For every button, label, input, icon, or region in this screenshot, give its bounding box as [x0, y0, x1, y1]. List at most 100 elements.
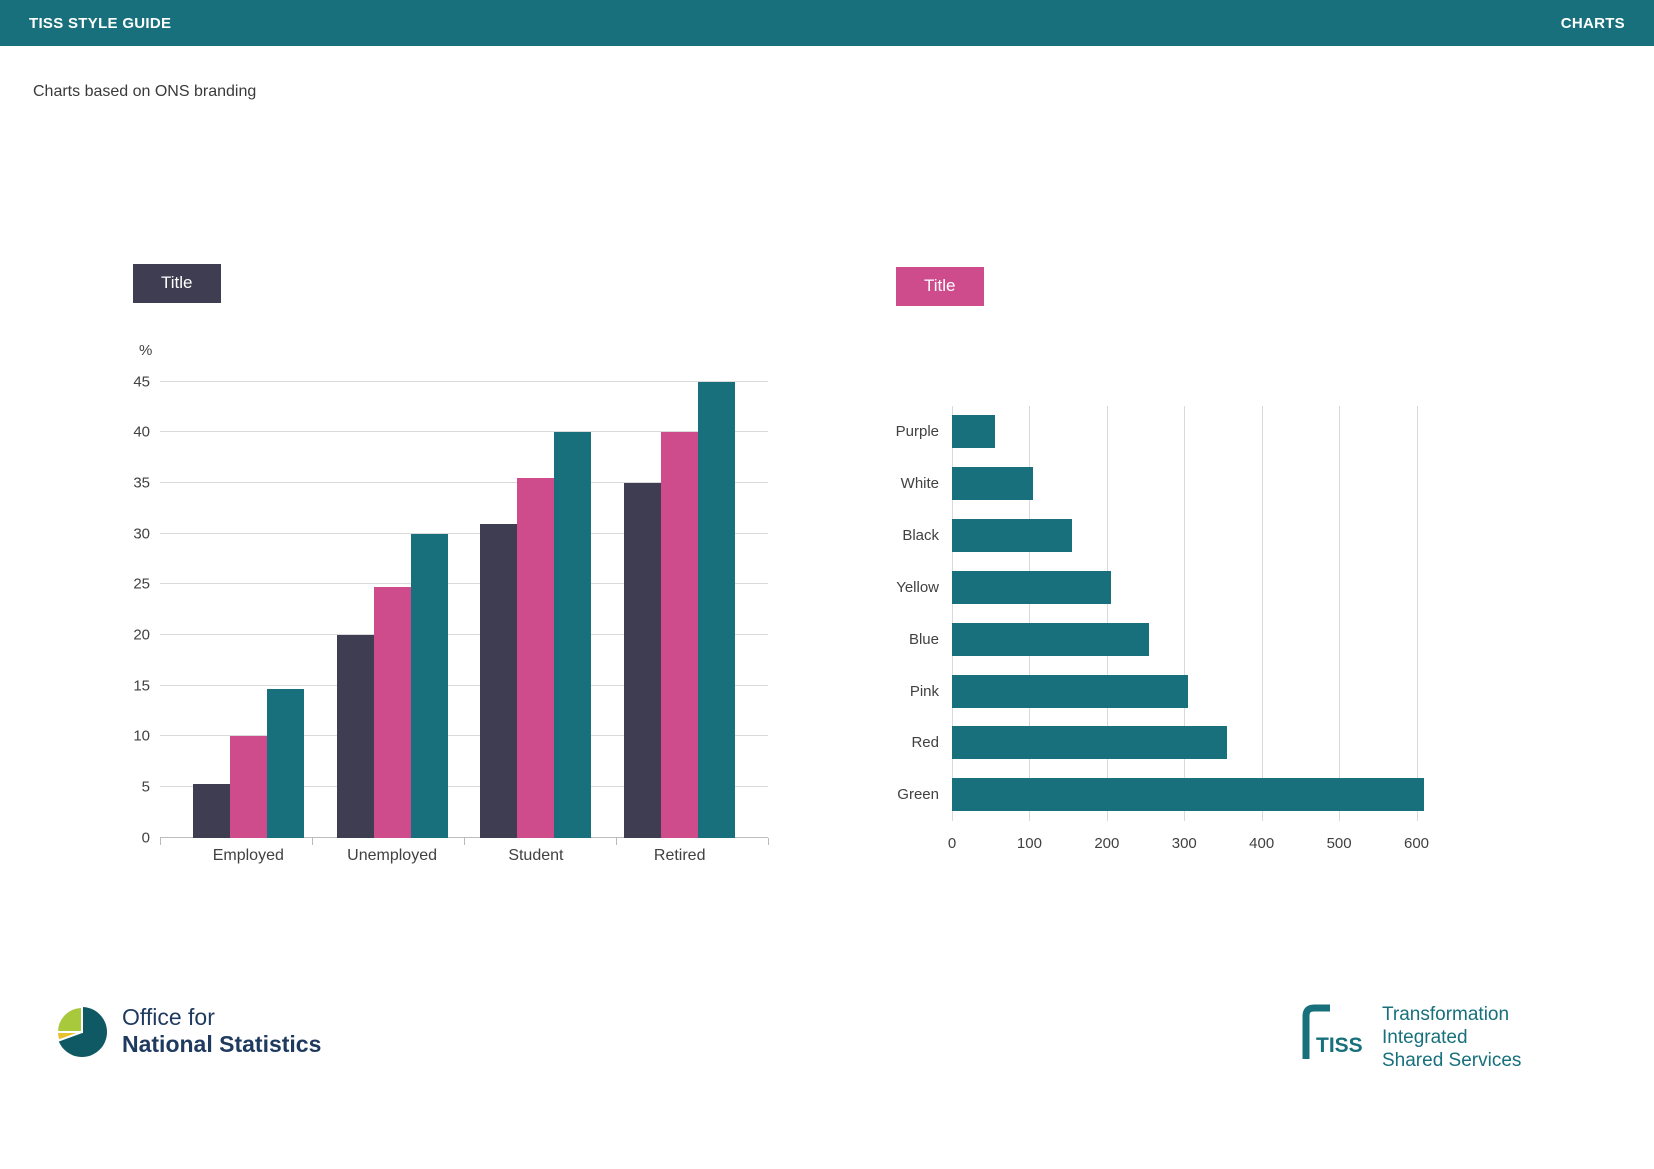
- bar-teal-unemployed: [410, 533, 448, 838]
- x-tick-label: 100: [1016, 834, 1042, 852]
- gridline-x-400: [1261, 405, 1263, 821]
- gridline-x-100: [1029, 405, 1031, 821]
- category-label-unemployed: Unemployed: [347, 846, 437, 864]
- category-label-employed: Employed: [212, 846, 284, 864]
- chart1-plot-area: % 0 5 10 15 20 25 30 35 40 45 Employed Unemployed St…: [133, 342, 769, 864]
- y-tick-label: 35: [133, 474, 150, 492]
- bar-navy-student: [480, 523, 518, 838]
- bar-pink-student: [517, 477, 555, 838]
- tiss-logo: TISS Transformation Integrated Shared Se…: [1297, 999, 1521, 1073]
- bar-pink: [952, 674, 1189, 708]
- category-labels: Employed Unemployed Student Retired: [160, 847, 768, 865]
- gridline-y-30: 30: [133, 525, 768, 542]
- bar-group-retired: [624, 381, 736, 838]
- x-tick-label: 0: [947, 834, 957, 852]
- ons-logo: Office for National Statistics: [55, 1003, 321, 1059]
- bar-group-student: [480, 382, 592, 838]
- bar-row-red: [952, 717, 1432, 769]
- x-axis-tick: [616, 837, 617, 845]
- y-tick-label: 20: [133, 626, 150, 644]
- bar-group-unemployed: [336, 382, 448, 838]
- row-label-yellow: Yellow: [896, 578, 939, 596]
- y-tick-label: 15: [133, 677, 150, 695]
- bar-row-blue: [952, 613, 1432, 665]
- bar-pink-employed: [229, 736, 267, 838]
- row-label-red: Red: [911, 734, 939, 752]
- y-tick-label: 45: [133, 373, 150, 391]
- ons-logo-text: Office for National Statistics: [122, 1004, 321, 1058]
- top-bar-left-title: TISS STYLE GUIDE: [29, 14, 172, 32]
- gridline-y-15: 15: [133, 677, 768, 694]
- bar-navy-employed: [192, 783, 230, 838]
- chart2-plot-wrap: Purple White Black Yellow Blue Pink Red Green 0…: [896, 405, 1516, 855]
- chart1-title-badge: Title: [133, 264, 221, 303]
- x-tick-label: 600: [1404, 834, 1430, 852]
- bar-pink-retired: [661, 432, 699, 838]
- chart2-plot-area: [952, 405, 1432, 821]
- chart2-title-badge: Title: [896, 267, 984, 306]
- row-label-blue: Blue: [908, 630, 939, 648]
- y-tick-label: 30: [133, 525, 150, 543]
- bar-rows: [952, 406, 1432, 821]
- ons-logo-icon: [55, 1005, 107, 1057]
- horizontal-bar-chart: Title Purple White Black Yellow Blue Pink Red G…: [896, 267, 1516, 855]
- gridline-y-35: 35: [133, 475, 768, 492]
- gridline-y-0: 0: [142, 829, 768, 846]
- gridline-x-600: [1416, 405, 1418, 821]
- bar-yellow: [952, 570, 1111, 604]
- x-tick-label: 200: [1094, 834, 1120, 852]
- chart2-x-tick-labels: 0 100 200 300 400 500 600: [948, 821, 1432, 855]
- x-axis-tick: [768, 837, 769, 845]
- bar-group-employed: [192, 382, 304, 838]
- tiss-logo-text: Transformation Integrated Shared Service…: [1382, 999, 1521, 1073]
- x-tick-label: 400: [1249, 834, 1275, 852]
- y-tick-label: 10: [133, 727, 150, 745]
- grouped-bar-chart: Title % 0 5 10 15 20 25 30 35 40 45 Employed Unempl…: [133, 264, 833, 864]
- chart2-axis-spacer: [896, 821, 952, 855]
- page-subtitle: Charts based on ONS branding: [33, 83, 257, 100]
- bar-row-purple: [952, 406, 1432, 458]
- ons-logo-line2: National Statistics: [122, 1031, 322, 1057]
- chart1-y-axis-unit: %: [139, 341, 153, 359]
- gridline-y-25: 25: [133, 576, 768, 593]
- gridline-x-300: [1184, 405, 1186, 821]
- x-axis-tick: [464, 837, 465, 845]
- tiss-logo-line1: Transformation: [1382, 1004, 1510, 1025]
- gridline-y-20: 20: [133, 627, 768, 644]
- gridline-y-10: 10: [133, 728, 768, 745]
- bar-row-white: [952, 458, 1432, 510]
- row-label-green: Green: [897, 786, 939, 804]
- category-label-retired: Retired: [653, 846, 706, 864]
- bar-row-green: [952, 769, 1432, 821]
- top-bar-right-title: CHARTS: [1560, 14, 1625, 32]
- bar-teal-retired: [698, 381, 736, 838]
- gridline-y-5: 5: [142, 779, 768, 796]
- top-bar: TISS STYLE GUIDE CHARTS: [0, 0, 1654, 46]
- bar-navy-retired: [624, 483, 662, 838]
- ons-logo-line1: Office for: [122, 1003, 215, 1030]
- x-axis-tick: [312, 837, 313, 845]
- bar-green: [952, 778, 1425, 812]
- category-label-student: Student: [508, 846, 564, 864]
- tiss-logo-line3: Shared Services: [1382, 1050, 1522, 1072]
- tiss-logo-icon: TISS: [1302, 1004, 1363, 1059]
- bar-row-yellow: [952, 561, 1432, 613]
- bar-row-pink: [952, 665, 1432, 717]
- bar-purple: [952, 415, 995, 449]
- bar-groups: [160, 381, 768, 838]
- gridline-y-40: 40: [133, 424, 768, 441]
- x-tick-label: 500: [1326, 834, 1352, 852]
- bar-teal-employed: [266, 688, 304, 838]
- x-tick-label: 300: [1171, 834, 1197, 852]
- tiss-logo-line2: Integrated: [1382, 1027, 1468, 1049]
- row-label-pink: Pink: [909, 682, 939, 700]
- row-label-purple: Purple: [895, 423, 939, 441]
- chart2-category-labels: Purple White Black Yellow Blue Pink Red Green: [896, 406, 952, 821]
- bar-row-black: [952, 509, 1432, 561]
- gridline-x-200: [1106, 405, 1108, 821]
- bar-navy-unemployed: [336, 635, 374, 838]
- y-tick-label: 0: [141, 829, 150, 847]
- gridline-y-45: 45: [133, 373, 768, 390]
- bar-white: [952, 467, 1034, 500]
- gridline-x-500: [1339, 405, 1341, 821]
